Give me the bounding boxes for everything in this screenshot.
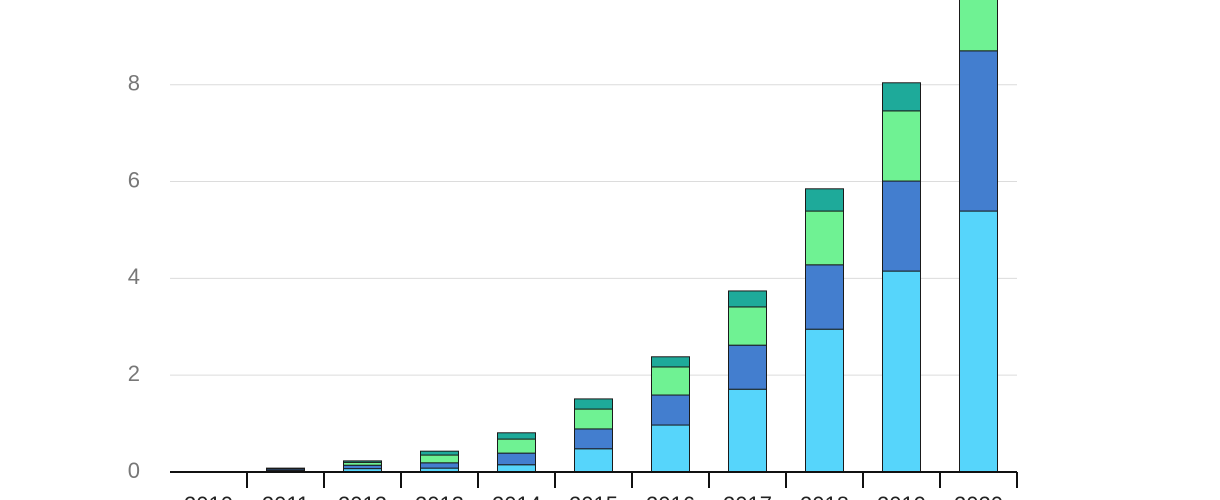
- bar-segment: [882, 110, 921, 182]
- x-tick-label: 2013: [415, 492, 464, 500]
- bar-segment: [574, 398, 613, 410]
- y-tick-label: 6: [128, 167, 140, 192]
- x-tick-label: 2012: [338, 492, 387, 500]
- bar-segment: [651, 366, 690, 396]
- bar-segment: [882, 82, 921, 112]
- bar-segment: [574, 428, 613, 450]
- axis: 0 2 4 6 8 2010 2011 2012 2013 2014 2015 2016 2017 201…: [128, 71, 1018, 500]
- bar-segment: [805, 264, 844, 330]
- bar-segment: [882, 270, 921, 472]
- bar-segment: [497, 432, 536, 440]
- bar-segment: [959, 0, 998, 52]
- x-tick-label: 2011: [262, 492, 309, 500]
- bar-segment: [728, 344, 767, 390]
- bar-segment: [805, 188, 844, 212]
- x-tick-label: 2015: [569, 492, 618, 500]
- bar-segment: [497, 452, 536, 466]
- bar-segment: [651, 424, 690, 472]
- y-tick-label: 4: [128, 264, 140, 289]
- bar-segment: [805, 210, 844, 266]
- x-tick-label: 2019: [877, 492, 926, 500]
- x-tick-label: 2010: [184, 492, 233, 500]
- y-tick-label: 2: [128, 361, 140, 386]
- bar-segment: [959, 210, 998, 472]
- bar-segment: [574, 448, 613, 472]
- y-tick-label: 8: [128, 71, 140, 96]
- bar-segment: [420, 454, 459, 464]
- bar-segment: [805, 328, 844, 472]
- bar-segment: [651, 356, 690, 368]
- x-tick-label: 2020: [954, 492, 1003, 500]
- grid: [170, 84, 1017, 376]
- bar-segment: [574, 408, 613, 430]
- y-tick-label: 0: [128, 458, 140, 483]
- bar-segment: [343, 464, 382, 470]
- bar-segment: [420, 462, 459, 469]
- x-tick-label: 2018: [800, 492, 849, 500]
- x-tick-label: 2017: [723, 492, 772, 500]
- bar-segment: [728, 290, 767, 308]
- x-tick-label: 2014: [492, 492, 541, 500]
- bar-segment: [497, 438, 536, 454]
- bars: [266, 0, 998, 472]
- bar-segment: [728, 388, 767, 472]
- bar-segment: [882, 180, 921, 272]
- bar-segment: [728, 306, 767, 346]
- x-tick-label: 2016: [646, 492, 695, 500]
- bar-segment: [420, 450, 459, 456]
- bar-segment: [651, 394, 690, 426]
- bar-segment: [959, 50, 998, 212]
- bar-segment: [497, 464, 536, 472]
- bar-segment: [343, 460, 382, 463]
